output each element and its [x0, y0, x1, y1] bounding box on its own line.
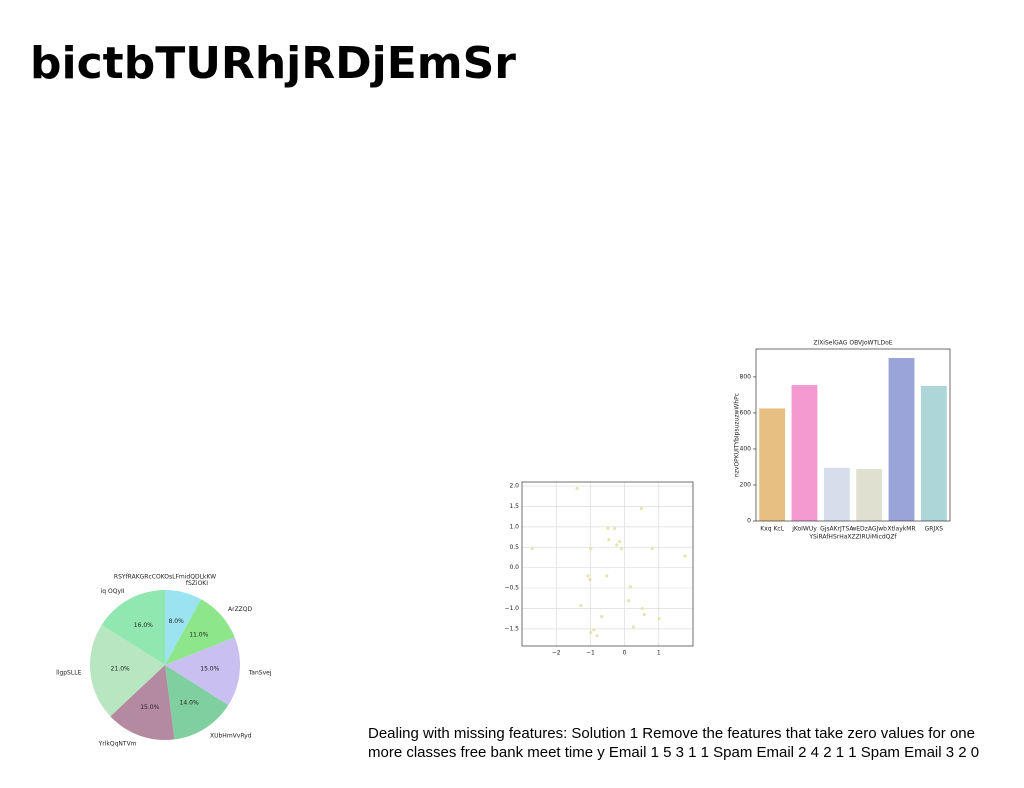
- point: [615, 543, 619, 547]
- slice-label: TanSvej: [248, 669, 272, 676]
- point: [613, 526, 617, 531]
- y-tick-label: 200: [740, 481, 752, 488]
- slice-value-label: 11.0%: [189, 632, 208, 639]
- point: [627, 599, 631, 603]
- slice-label: iq OQyII: [101, 588, 125, 595]
- bar: [791, 385, 818, 521]
- pie-slice: [165, 637, 240, 706]
- bar: [920, 385, 947, 521]
- x-tick-label: Kxq KcL: [760, 526, 784, 533]
- pie-slice: [165, 665, 229, 740]
- x-tick-label: −1: [586, 650, 595, 657]
- point: [628, 585, 633, 589]
- x-tick-label: wEDzAGJwb: [851, 526, 887, 533]
- bar: [856, 469, 883, 521]
- slice-value-label: 14.0%: [180, 699, 199, 706]
- point: [631, 625, 636, 629]
- bar: [888, 358, 915, 521]
- x-tick-label: jKoIWUy: [791, 526, 817, 533]
- pie-slice: [101, 590, 165, 665]
- slice-value-label: 21.0%: [111, 666, 130, 673]
- y-tick-label: 2.0: [509, 483, 519, 490]
- point: [657, 617, 661, 621]
- point: [592, 628, 596, 632]
- point: [605, 574, 609, 578]
- point: [607, 537, 611, 542]
- y-tick-label: 1.5: [509, 503, 519, 510]
- slice-label: XUbHmVvRyd: [210, 732, 252, 739]
- y-tick-label: −0.5: [504, 585, 519, 592]
- slice-value-label: 15.0%: [140, 704, 159, 711]
- point: [589, 546, 593, 551]
- y-tick-label: −1.0: [504, 605, 519, 612]
- pie-slice: [90, 624, 165, 717]
- y-tick-label: 800: [740, 373, 752, 380]
- bar: [759, 408, 786, 521]
- x-tick-label: GjsAKrJTSA: [820, 526, 854, 533]
- slice-value-label: 15.0%: [200, 666, 219, 673]
- point: [579, 604, 583, 608]
- slice-value-label: 8.0%: [169, 618, 185, 625]
- pie-slice: [110, 665, 175, 741]
- point: [586, 574, 590, 578]
- x-tick-label: GRJXS: [925, 526, 944, 533]
- point: [589, 630, 593, 635]
- point: [683, 554, 687, 558]
- y-tick-label: 1.0: [509, 523, 519, 530]
- body-text: more classes free bank meet time y Email…: [368, 744, 979, 761]
- slice-label: fSZiOKI: [186, 580, 208, 587]
- point: [600, 615, 604, 619]
- y-tick-label: 0.0: [509, 564, 519, 571]
- y-tick-label: 600: [740, 409, 752, 416]
- chart-title: ZlXiSelGAG OBVJoWTLDoE: [813, 340, 892, 347]
- plot-frame: [755, 348, 951, 522]
- point: [640, 606, 644, 611]
- point: [642, 612, 647, 617]
- point: [588, 577, 592, 582]
- slice-label: llgpSLLE: [56, 669, 81, 676]
- y-tick-label: −1.5: [504, 625, 519, 632]
- bar: [823, 467, 850, 521]
- x-tick-label: −2: [552, 650, 561, 657]
- slice-label: ArZZQD: [228, 606, 253, 613]
- point: [575, 486, 579, 491]
- chart-title: RSYfRAKGRcCOKOsLFmidQDLkKW: [114, 574, 216, 581]
- x-tick-label: XtlaykMR: [887, 526, 915, 533]
- point: [650, 546, 654, 551]
- body-text: Dealing with missing features: Solution …: [368, 725, 975, 742]
- pie-slice: [165, 599, 235, 665]
- plot-frame: [521, 481, 694, 647]
- x-axis-label: YSiRAfHSrHaXZZIRUiMicdQZf: [808, 534, 897, 541]
- point: [606, 526, 610, 531]
- point: [595, 634, 599, 638]
- point: [619, 546, 624, 551]
- page-title: bictbTURhjRDjEmSr: [30, 38, 516, 89]
- pie-slice: [165, 590, 202, 665]
- point: [618, 539, 622, 544]
- slice-label: YrlkQqNTVm: [98, 741, 137, 748]
- point: [530, 546, 534, 551]
- y-tick-label: 0: [747, 518, 751, 525]
- slice-value-label: 16.0%: [134, 622, 153, 629]
- point: [639, 506, 643, 511]
- x-tick-label: 1: [657, 650, 661, 657]
- y-tick-label: 400: [740, 445, 752, 452]
- x-tick-label: 0: [623, 650, 627, 657]
- y-axis-label: nzvOPKUITYbIpsuzuzwWhPc: [734, 393, 741, 477]
- y-tick-label: 0.5: [509, 544, 519, 551]
